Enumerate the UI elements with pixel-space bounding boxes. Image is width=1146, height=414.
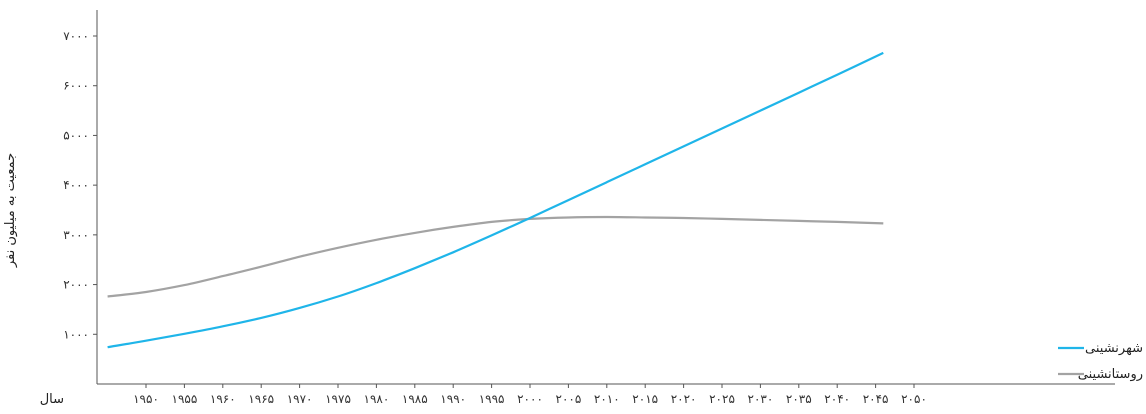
urban-series-line: [107, 51, 884, 349]
x-tick-label: ۱۹۵۰: [133, 392, 159, 406]
y-tick-label: ۷۰۰۰: [63, 29, 89, 43]
x-tick-label: ۱۹۶۰: [210, 392, 236, 406]
x-tick-label: ۲۰۱۵: [632, 392, 658, 406]
x-tick-label: ۱۹۸۰: [364, 392, 390, 406]
y-tick-label: ۱۰۰۰: [63, 327, 89, 341]
x-tick-label: ۲۰۰۰: [517, 392, 543, 406]
legend: شهرنشینی روستانشینی: [1058, 341, 1143, 382]
rural-series-line: [107, 215, 884, 298]
x-tick-label: ۱۹۷۰: [287, 392, 313, 406]
axes: [96, 10, 1115, 385]
y-tick-label: ۶۰۰۰: [63, 79, 89, 93]
x-tick-label: ۱۹۶۵: [248, 392, 274, 406]
x-axis-title: سال: [40, 392, 64, 407]
x-tick-label: ۲۰۳۵: [786, 392, 812, 406]
x-tick-label: ۱۹۹۵: [479, 392, 505, 406]
x-tick-label: ۲۰۵۰: [901, 392, 927, 406]
x-tick-label: ۱۹۷۵: [325, 392, 351, 406]
y-tick-label: ۴۰۰۰: [63, 178, 89, 192]
x-tick-label: ۱۹۵۵: [172, 392, 198, 406]
x-tick-label: ۱۹۸۵: [402, 392, 428, 406]
x-tick-label: ۲۰۴۰: [824, 392, 850, 406]
y-axis-title: جمعیت به میلیون نفر: [3, 153, 18, 268]
x-axis-ticks: ۱۹۵۰ ۱۹۵۵ ۱۹۶۰ ۱۹۶۵ ۱۹۷۰ ۱۹۷۵ ۱۹۸۰ ۱۹۸۵ ۱۹۹۰ ۱۹۹۵…: [133, 384, 927, 406]
series-lines: [107, 51, 884, 349]
legend-label-rural: روستانشینی: [1078, 367, 1143, 382]
x-tick-label: ۲۰۲۵: [709, 392, 735, 406]
x-tick-label: ۲۰۰۵: [556, 392, 582, 406]
x-tick-label: ۲۰۳۰: [748, 392, 774, 406]
legend-label-urban: شهرنشینی: [1085, 341, 1143, 356]
y-tick-label: ۵۰۰۰: [63, 128, 89, 142]
x-tick-label: ۱۹۹۰: [440, 392, 466, 406]
x-tick-label: ۲۰۴۵: [863, 392, 889, 406]
x-tick-label: ۲۰۱۰: [594, 392, 620, 406]
x-tick-label: ۲۰۲۰: [671, 392, 697, 406]
y-axis-ticks: ۱۰۰۰ ۲۰۰۰ ۳۰۰۰ ۴۰۰۰ ۵۰۰۰ ۶۰۰۰ ۷۰۰۰: [63, 29, 97, 341]
y-tick-label: ۲۰۰۰: [63, 278, 89, 292]
y-tick-label: ۳۰۰۰: [63, 228, 89, 242]
